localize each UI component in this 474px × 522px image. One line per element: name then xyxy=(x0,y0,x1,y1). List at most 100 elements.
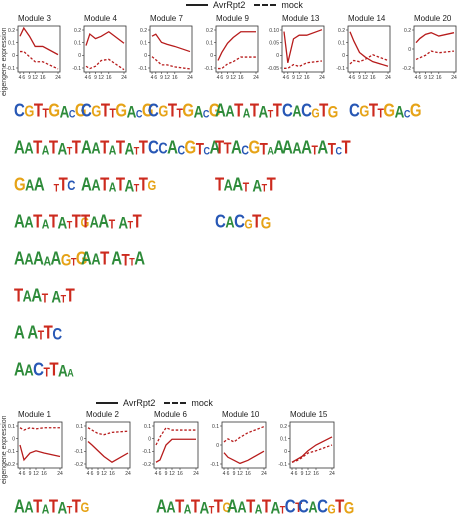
module-line-chart: 0.1 0 -0.1 -0.2 4 6 9 12 16 24 xyxy=(6,421,63,477)
mock-series-line xyxy=(19,427,60,431)
module-line-chart: 0.2 0.1 0 -0.1 4 6 9 12 16 24 xyxy=(204,25,259,81)
y-tick-label: 0.10 xyxy=(269,28,279,34)
logo-letter: A xyxy=(58,360,68,380)
logo-letter: T xyxy=(71,137,81,159)
logo-letter: A xyxy=(91,175,101,195)
expression-panel: Module 4 0.2 0.1 0 -0.1 4 6 9 12 16 24 xyxy=(70,14,127,81)
logo-letter: A xyxy=(91,249,101,269)
logo-letter: A xyxy=(242,105,251,121)
logo-letter: A xyxy=(301,137,312,159)
logo-letter: T xyxy=(279,503,286,516)
logo-letter: G xyxy=(409,100,422,122)
sequence-logo: CCACGTCA xyxy=(148,138,220,157)
logo-letter: C xyxy=(298,496,309,518)
logo-letter: G xyxy=(48,100,60,122)
logo-letter: A xyxy=(41,216,50,232)
logo-letter: T xyxy=(66,218,73,231)
bottom-legend: AvrRpt2 mock xyxy=(96,398,213,408)
logo-letter: A xyxy=(24,360,34,380)
mock-series-line xyxy=(349,54,389,65)
logo-letter: T xyxy=(100,174,109,196)
logo-letter: G xyxy=(80,500,89,516)
y-tick-label: 0.2 xyxy=(338,28,345,34)
logo-letter: T xyxy=(48,211,58,233)
legend-dashed-label: mock xyxy=(191,398,213,408)
logo-letter: A xyxy=(51,286,61,306)
x-tick-label: 9 xyxy=(165,471,168,477)
y-tick-label: 0.1 xyxy=(338,40,345,46)
avrrpt2-series-line xyxy=(85,30,125,46)
x-tick-label: 9 xyxy=(94,75,97,81)
module-line-chart: 0.2 0.1 0 -0.1 4 6 9 12 16 24 xyxy=(138,25,193,81)
logo-letter: A xyxy=(124,175,135,195)
logo-letter: A xyxy=(24,212,34,232)
expression-panel: Module 14 0.2 0.1 0 -0.1 4 6 9 12 16 24 xyxy=(334,14,391,81)
x-tick-label: 6 xyxy=(295,471,298,477)
module-line-chart: 0.2 0.1 0 -0.1 4 6 9 12 16 24 xyxy=(278,421,335,477)
logo-letter: T xyxy=(33,100,43,122)
x-tick-label: 4 xyxy=(85,75,88,81)
logo-letter: T xyxy=(65,285,75,307)
x-tick-label: 24 xyxy=(253,75,259,81)
x-tick-label: 6 xyxy=(22,75,25,81)
y-tick-label: 0 xyxy=(148,436,151,442)
y-tick-label: 0.1 xyxy=(280,436,287,442)
logo-letter: A xyxy=(225,101,235,121)
logo-letter: T xyxy=(66,503,73,516)
x-tick-label: 12 xyxy=(305,471,311,477)
x-tick-label: 6 xyxy=(352,75,355,81)
logo-letter: A xyxy=(81,248,92,270)
logo-letter: T xyxy=(176,105,183,121)
avrrpt2-series-line xyxy=(151,33,191,53)
expression-panel: Module 6 0.1 0 -0.1 -0.2 4 6 9 12 16 24 xyxy=(140,410,199,477)
module-line-chart: 0.2 0.1 0 -0.1 4 6 9 12 16 24 xyxy=(6,25,61,81)
logo-letter: A xyxy=(57,497,68,517)
logo-letter: C xyxy=(81,100,92,122)
module-title: Module 14 xyxy=(348,14,386,23)
module-line-chart: 0.2 0.1 0 -0.1 4 6 9 12 16 24 xyxy=(72,25,127,81)
sequence-logo: AATATATT xyxy=(81,138,148,158)
logo-letter: G xyxy=(383,100,395,122)
x-tick-label: 16 xyxy=(370,75,376,81)
x-tick-label: 9 xyxy=(226,75,229,81)
y-tick-label: 0.2 xyxy=(206,28,213,34)
logo-letter: A xyxy=(22,286,32,306)
logo-letter: T xyxy=(223,138,232,158)
plot-frame xyxy=(83,25,127,73)
x-tick-label: 16 xyxy=(245,471,251,477)
logo-letter: G xyxy=(91,101,101,121)
logo-letter: G xyxy=(222,500,231,516)
logo-letter: G xyxy=(182,100,194,122)
y-tick-label: 0.1 xyxy=(206,40,213,46)
logo-letter: C xyxy=(202,107,210,120)
logo-letter: A xyxy=(111,248,122,270)
logo-letter: A xyxy=(292,101,302,121)
x-tick-label: 4 xyxy=(19,471,22,477)
y-tick-label: -0.1 xyxy=(6,449,15,455)
x-tick-label: 16 xyxy=(304,75,310,81)
y-tick-label: 0.1 xyxy=(76,424,83,430)
logo-letter: T xyxy=(368,100,378,122)
logo-letter: C xyxy=(317,496,328,518)
y-tick-label: -0.2 xyxy=(402,66,411,72)
logo-letter: T xyxy=(49,359,59,381)
logo-letter: T xyxy=(295,500,302,516)
module-line-chart: 0.10 0.05 0 -0.054 6 9 12 16 24 xyxy=(268,25,325,81)
logo-letter: G xyxy=(24,101,34,121)
logo-letter: C xyxy=(335,144,342,157)
logo-letter: A xyxy=(108,179,117,195)
x-tick-label: 16 xyxy=(313,471,319,477)
logo-letter: A xyxy=(14,137,25,159)
x-tick-label: 6 xyxy=(91,471,94,477)
x-tick-label: 6 xyxy=(286,75,289,81)
logo-letter: T xyxy=(234,100,243,122)
logo-letter: G xyxy=(327,501,336,517)
logo-letter: T xyxy=(127,218,134,231)
logo-letter: A xyxy=(124,138,135,158)
y-tick-label: 0 xyxy=(284,449,287,455)
avrrpt2-series-line xyxy=(223,450,265,465)
logo-letter: T xyxy=(272,100,282,122)
x-tick-label: 6 xyxy=(154,75,157,81)
logo-letter: G xyxy=(260,212,272,232)
logo-letter: A xyxy=(24,497,34,517)
